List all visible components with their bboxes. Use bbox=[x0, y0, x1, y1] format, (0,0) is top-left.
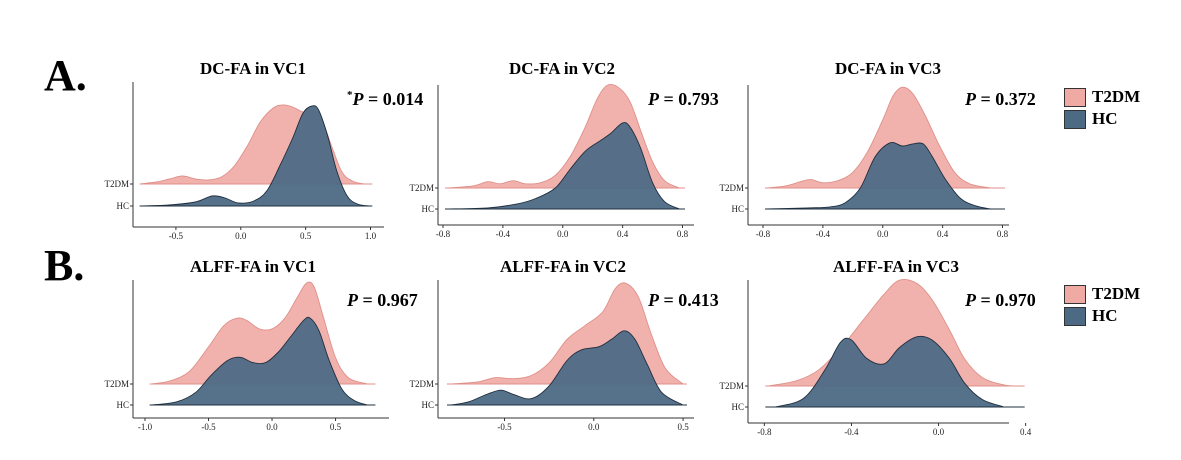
p-value: P = 0.413 bbox=[647, 290, 719, 310]
x-tick-label: -0.4 bbox=[816, 229, 831, 239]
y-label-t2dm: T2DM bbox=[105, 379, 130, 389]
legend-item-hc: HC bbox=[1064, 108, 1140, 130]
p-value-label: P bbox=[964, 290, 977, 310]
p-value: P = 0.967 bbox=[346, 290, 418, 310]
chart-title: DC-FA in VC3 bbox=[835, 59, 941, 78]
x-tick-label: -0.4 bbox=[496, 229, 511, 239]
x-tick-label: -0.5 bbox=[497, 422, 512, 432]
legend-swatch-t2dm bbox=[1064, 87, 1086, 107]
y-label-hc: HC bbox=[116, 400, 129, 410]
p-value-label: P bbox=[346, 290, 359, 310]
x-tick-label: 0.0 bbox=[877, 229, 889, 239]
y-label-t2dm: T2DM bbox=[105, 179, 130, 189]
y-label-hc: HC bbox=[116, 201, 129, 211]
ridgeline-chart-4: ALFF-FA in VC1 P = 0.967 T2DM HC -1.0 -0.5 0.0… bbox=[105, 257, 418, 432]
legend-label-hc: HC bbox=[1092, 306, 1118, 325]
y-label-t2dm: T2DM bbox=[410, 183, 435, 193]
panel-label-b: B. bbox=[44, 241, 85, 290]
x-tick-label: 0.0 bbox=[557, 229, 569, 239]
legend-swatch-hc bbox=[1064, 109, 1086, 129]
x-tick-label: 1.0 bbox=[365, 231, 377, 241]
x-tick-label: 0.5 bbox=[300, 231, 312, 241]
ridgeline-chart-1: DC-FA in VC1 *P = 0.014 T2DM HC -0.5 0.0 0.5 1.… bbox=[105, 59, 424, 241]
density-hc bbox=[765, 335, 1025, 408]
p-value-star: * bbox=[347, 89, 353, 101]
panel-label-a: A. bbox=[44, 51, 87, 100]
density-hc bbox=[445, 122, 685, 210]
x-tick-label: -1.0 bbox=[138, 422, 153, 432]
x-tick-label: 0.8 bbox=[677, 229, 689, 239]
y-label-hc: HC bbox=[731, 402, 744, 412]
p-value-number: = 0.413 bbox=[659, 290, 719, 310]
x-tick-label: 0.5 bbox=[330, 422, 342, 432]
y-label-hc: HC bbox=[421, 400, 434, 410]
ridgeline-chart-5: ALFF-FA in VC2 P = 0.413 T2DM HC -0.5 0.0 0.5 bbox=[410, 257, 719, 432]
x-tick-label: -0.4 bbox=[844, 427, 859, 437]
ridgeline-chart-2: DC-FA in VC2 P = 0.793 T2DM HC -0.8 -0.4 0.0 0.… bbox=[410, 59, 719, 239]
y-label-t2dm: T2DM bbox=[410, 379, 435, 389]
y-label-hc: HC bbox=[731, 204, 744, 214]
ridgeline-chart-6: ALFF-FA in VC3 P = 0.970 T2DM HC -0.8 -0.4 0.0… bbox=[720, 257, 1036, 437]
x-tick-label: 0.0 bbox=[588, 422, 600, 432]
x-tick-label: 0.0 bbox=[266, 422, 278, 432]
p-value-label: P bbox=[647, 89, 660, 109]
p-value: *P = 0.014 bbox=[347, 89, 423, 109]
x-tick-label: 0.4 bbox=[937, 229, 949, 239]
legend-a: T2DM HC bbox=[1064, 86, 1140, 130]
p-value: P = 0.372 bbox=[964, 89, 1036, 109]
x-tick-label: 0.0 bbox=[933, 427, 945, 437]
legend-swatch-t2dm bbox=[1064, 284, 1086, 304]
x-tick-label: -0.8 bbox=[756, 229, 771, 239]
legend-label-hc: HC bbox=[1092, 109, 1118, 128]
x-tick-label: -0.8 bbox=[757, 427, 772, 437]
x-tick-label: 0.4 bbox=[1020, 427, 1032, 437]
density-hc bbox=[447, 330, 687, 406]
legend-item-t2dm: T2DM bbox=[1064, 283, 1140, 305]
x-tick-label: 0.8 bbox=[997, 229, 1009, 239]
y-label-t2dm: T2DM bbox=[720, 183, 745, 193]
legend-b: T2DM HC bbox=[1064, 283, 1140, 327]
density-hc bbox=[149, 316, 376, 406]
p-value-number: = 0.793 bbox=[659, 89, 719, 109]
legend-item-hc: HC bbox=[1064, 305, 1140, 327]
density-hc bbox=[139, 105, 373, 207]
p-value-label: P bbox=[352, 89, 365, 109]
p-value: P = 0.970 bbox=[964, 290, 1036, 310]
chart-title: ALFF-FA in VC1 bbox=[190, 257, 316, 276]
x-tick-label: 0.0 bbox=[235, 231, 247, 241]
p-value: P = 0.793 bbox=[647, 89, 719, 109]
x-tick-label: -0.8 bbox=[436, 229, 451, 239]
legend-label-t2dm: T2DM bbox=[1092, 284, 1141, 303]
legend-swatch-hc bbox=[1064, 306, 1086, 326]
chart-title: ALFF-FA in VC3 bbox=[833, 257, 959, 276]
density-t2dm bbox=[765, 279, 1025, 387]
density-t2dm bbox=[765, 86, 1005, 189]
density-hc bbox=[765, 141, 1005, 210]
ridgeline-chart-3: DC-FA in VC3 P = 0.372 T2DM HC -0.8 -0.4 0.0 0.… bbox=[720, 59, 1036, 239]
y-label-hc: HC bbox=[421, 204, 434, 214]
legend-label-t2dm: T2DM bbox=[1092, 87, 1141, 106]
p-value-number: = 0.970 bbox=[976, 290, 1036, 310]
p-value-label: P bbox=[647, 290, 660, 310]
p-value-number: = 0.014 bbox=[364, 89, 424, 109]
x-tick-label: -0.5 bbox=[169, 231, 184, 241]
legend-item-t2dm: T2DM bbox=[1064, 86, 1140, 108]
chart-title: DC-FA in VC2 bbox=[509, 59, 615, 78]
x-tick-label: 0.4 bbox=[617, 229, 629, 239]
p-value-label: P bbox=[964, 89, 977, 109]
x-tick-label: -0.5 bbox=[201, 422, 216, 432]
chart-title: ALFF-FA in VC2 bbox=[500, 257, 626, 276]
x-tick-label: 0.5 bbox=[677, 422, 689, 432]
y-label-t2dm: T2DM bbox=[720, 381, 745, 391]
p-value-number: = 0.372 bbox=[976, 89, 1036, 109]
p-value-number: = 0.967 bbox=[358, 290, 418, 310]
chart-title: DC-FA in VC1 bbox=[200, 59, 306, 78]
